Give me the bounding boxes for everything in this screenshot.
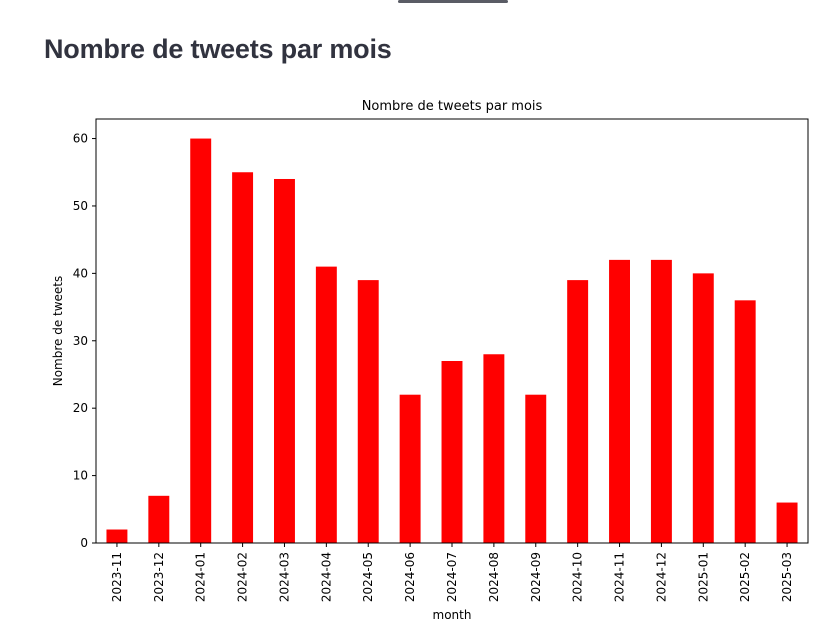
x-tick-label: 2024-10: [571, 552, 585, 602]
y-tick-label: 40: [73, 266, 88, 280]
bar-2024-04: [315, 266, 337, 543]
x-tick-label: 2024-07: [445, 552, 459, 602]
y-tick-label: 20: [73, 401, 88, 415]
x-tick-label: 2024-03: [277, 552, 291, 602]
x-tick-label: 2023-12: [152, 552, 166, 602]
x-tick-label: 2024-06: [403, 552, 417, 602]
x-tick-label: 2024-08: [487, 552, 501, 602]
bar-2024-06: [399, 394, 421, 543]
y-tick-label: 10: [73, 469, 88, 483]
plot-frame: [95, 118, 809, 544]
bar-2024-12: [650, 259, 672, 543]
x-tick-label: 2024-05: [361, 552, 375, 602]
bar-2023-12: [148, 495, 170, 543]
bar-2024-01: [190, 138, 212, 544]
bar-2024-08: [483, 354, 505, 543]
x-axis-label: month: [433, 608, 472, 622]
bar-2024-09: [525, 394, 547, 543]
y-axis-label: Nombre de tweets: [51, 276, 65, 387]
x-tick-label: 2024-12: [654, 552, 668, 602]
bars-group: [106, 138, 798, 544]
bar-2025-01: [692, 273, 714, 543]
bar-2025-02: [734, 300, 756, 543]
x-tick-label: 2024-01: [194, 552, 208, 602]
bar-2024-03: [274, 178, 295, 543]
page-title: Nombre de tweets par mois: [44, 34, 392, 64]
top-cropped-element: [398, 0, 508, 4]
bar-chart: Nombre de tweets par mois 0102030405060 …: [51, 99, 809, 622]
x-tick-label: 2025-02: [738, 552, 752, 602]
x-tick-label: 2024-09: [529, 552, 543, 602]
y-axis: 0 10 20 30 40 50 60: [73, 132, 96, 550]
x-tick-label: 2025-01: [696, 552, 710, 602]
x-tick-label: 2024-02: [236, 552, 250, 602]
bar-2024-05: [357, 280, 379, 543]
x-tick-label: 2024-04: [319, 552, 333, 602]
x-tick-label: 2025-03: [780, 552, 794, 602]
bar-2024-07: [441, 361, 463, 543]
x-tick-label: 2023-11: [110, 552, 124, 602]
y-tick-label: 50: [73, 199, 88, 213]
bar-2025-03: [776, 502, 798, 543]
bar-2024-02: [232, 172, 254, 543]
bar-2024-11: [609, 259, 630, 543]
x-tick-label: 2024-11: [613, 552, 627, 602]
x-axis: 2023-11 2023-12 2024-01 2024-02 2024-03 2024-…: [110, 543, 794, 602]
y-tick-label: 60: [73, 132, 88, 146]
bar-2024-10: [567, 280, 589, 543]
bar-2023-11: [106, 529, 128, 543]
y-tick-label: 0: [80, 536, 88, 550]
y-tick-label: 30: [73, 334, 88, 348]
chart-title: Nombre de tweets par mois: [362, 99, 543, 114]
